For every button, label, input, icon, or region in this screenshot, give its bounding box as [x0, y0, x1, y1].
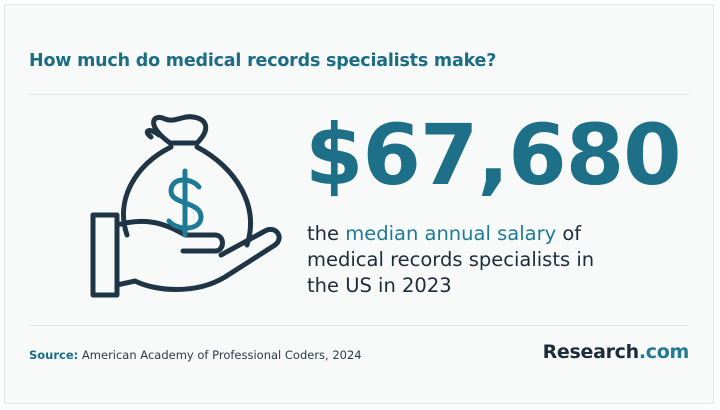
logo-suffix: .com [638, 341, 689, 363]
salary-figure: $67,680 [305, 106, 682, 204]
description: the median annual salary of medical reco… [307, 221, 627, 299]
logo: Research.com [542, 341, 690, 363]
divider [29, 325, 689, 326]
description-text: the [307, 222, 346, 245]
source: Source: American Academy of Professional… [29, 348, 362, 362]
source-label: Source: [29, 348, 79, 362]
divider [29, 94, 689, 95]
description-text: of medical records specialists in the US… [307, 222, 595, 297]
description-highlight: median annual salary [345, 222, 557, 245]
money-bag-icon [90, 114, 282, 298]
source-text: American Academy of Professional Coders,… [78, 348, 362, 362]
logo-name: Research [542, 341, 640, 363]
card: How much do medical records specialists … [4, 4, 714, 404]
title: How much do medical records specialists … [29, 51, 497, 71]
